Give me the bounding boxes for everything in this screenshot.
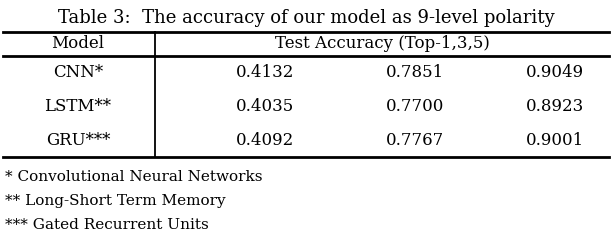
Text: 0.4035: 0.4035 <box>236 98 294 115</box>
Text: * Convolutional Neural Networks: * Convolutional Neural Networks <box>5 170 263 184</box>
Text: Test Accuracy (Top-1,3,5): Test Accuracy (Top-1,3,5) <box>275 35 490 53</box>
Text: 0.4132: 0.4132 <box>236 64 294 81</box>
Text: Table 3:  The accuracy of our model as 9-level polarity: Table 3: The accuracy of our model as 9-… <box>58 9 554 27</box>
Text: *** Gated Recurrent Units: *** Gated Recurrent Units <box>5 218 209 232</box>
Text: GRU***: GRU*** <box>46 132 110 149</box>
Text: 0.7700: 0.7700 <box>386 98 444 115</box>
Text: 0.4092: 0.4092 <box>236 132 294 149</box>
Text: Model: Model <box>51 35 105 53</box>
Text: 0.9001: 0.9001 <box>526 132 584 149</box>
Text: 0.9049: 0.9049 <box>526 64 584 81</box>
Text: ** Long-Short Term Memory: ** Long-Short Term Memory <box>5 194 226 208</box>
Text: CNN*: CNN* <box>53 64 103 81</box>
Text: 0.7767: 0.7767 <box>386 132 444 149</box>
Text: LSTM**: LSTM** <box>45 98 111 115</box>
Text: 0.7851: 0.7851 <box>386 64 444 81</box>
Text: 0.8923: 0.8923 <box>526 98 584 115</box>
